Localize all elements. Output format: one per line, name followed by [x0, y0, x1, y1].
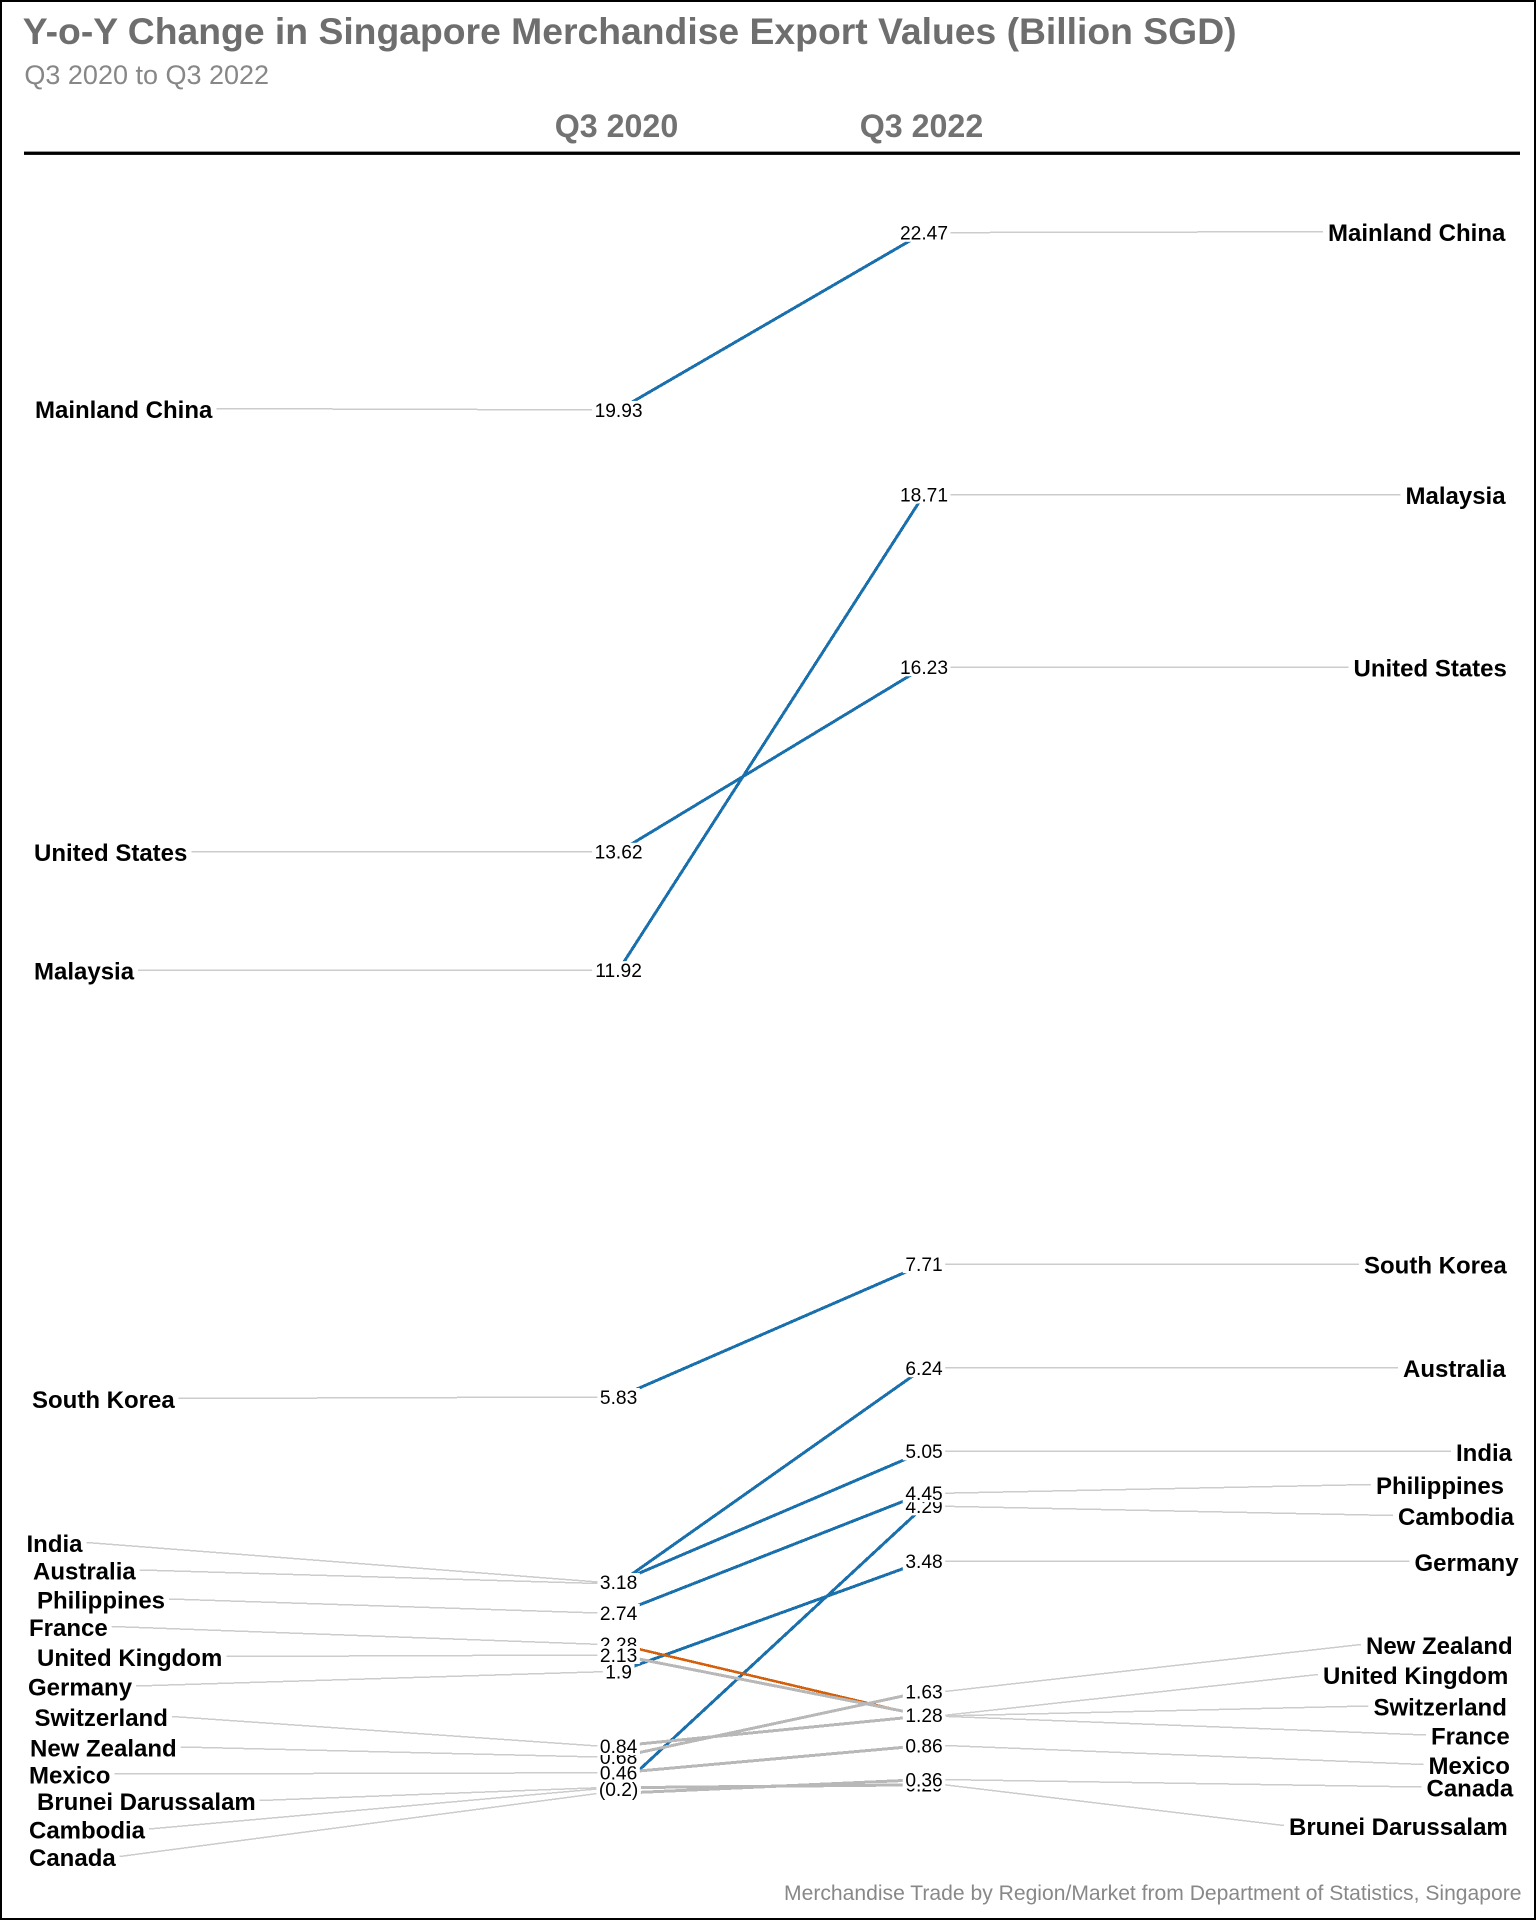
- svg-text:United States: United States: [34, 840, 187, 867]
- svg-text:Q3 2020: Q3 2020: [555, 108, 679, 144]
- svg-text:Philippines: Philippines: [1376, 1473, 1504, 1500]
- svg-text:0.84: 0.84: [600, 1737, 638, 1758]
- svg-text:Canada: Canada: [29, 1845, 116, 1872]
- svg-text:3.18: 3.18: [600, 1573, 637, 1594]
- svg-text:19.93: 19.93: [595, 401, 643, 422]
- svg-text:Brunei Darussalam: Brunei Darussalam: [37, 1789, 256, 1816]
- svg-text:16.23: 16.23: [900, 658, 948, 679]
- svg-text:Malaysia: Malaysia: [34, 959, 135, 986]
- svg-text:11.92: 11.92: [595, 961, 642, 982]
- svg-text:0.36: 0.36: [905, 1771, 942, 1792]
- svg-text:Q3 2020 to Q3 2022: Q3 2020 to Q3 2022: [24, 60, 269, 90]
- svg-text:South Korea: South Korea: [32, 1387, 175, 1414]
- svg-text:18.71: 18.71: [900, 485, 948, 506]
- svg-text:2.13: 2.13: [600, 1646, 637, 1667]
- svg-text:United Kingdom: United Kingdom: [37, 1645, 222, 1672]
- svg-text:New Zealand: New Zealand: [1366, 1633, 1513, 1660]
- svg-text:1.63: 1.63: [905, 1682, 942, 1703]
- svg-text:Australia: Australia: [1403, 1356, 1506, 1383]
- svg-text:1.28: 1.28: [905, 1706, 942, 1727]
- svg-text:France: France: [1431, 1723, 1510, 1750]
- svg-text:France: France: [29, 1615, 108, 1642]
- svg-text:Cambodia: Cambodia: [29, 1817, 146, 1844]
- svg-text:New Zealand: New Zealand: [30, 1735, 177, 1762]
- svg-text:5.05: 5.05: [905, 1442, 942, 1463]
- svg-text:Mexico: Mexico: [1429, 1753, 1510, 1780]
- svg-text:India: India: [1456, 1440, 1513, 1467]
- svg-text:Cambodia: Cambodia: [1398, 1504, 1515, 1531]
- svg-text:United Kingdom: United Kingdom: [1323, 1663, 1508, 1690]
- svg-text:Malaysia: Malaysia: [1406, 483, 1507, 510]
- svg-text:22.47: 22.47: [900, 224, 948, 245]
- svg-text:Germany: Germany: [28, 1674, 133, 1701]
- svg-text:Germany: Germany: [1415, 1550, 1520, 1577]
- svg-text:Mainland China: Mainland China: [1328, 220, 1506, 247]
- svg-text:United States: United States: [1354, 655, 1507, 682]
- svg-text:Australia: Australia: [33, 1558, 136, 1585]
- svg-text:Switzerland: Switzerland: [1374, 1694, 1507, 1721]
- svg-text:6.24: 6.24: [905, 1359, 943, 1380]
- svg-text:3.48: 3.48: [905, 1552, 942, 1573]
- svg-text:India: India: [27, 1531, 84, 1558]
- svg-text:5.83: 5.83: [600, 1388, 637, 1409]
- svg-text:13.62: 13.62: [595, 843, 643, 864]
- svg-text:Q3 2022: Q3 2022: [860, 108, 984, 144]
- svg-text:Mainland China: Mainland China: [35, 397, 213, 424]
- svg-text:2.74: 2.74: [600, 1604, 638, 1625]
- svg-text:0.86: 0.86: [905, 1736, 942, 1757]
- svg-text:7.71: 7.71: [905, 1255, 942, 1276]
- svg-text:Merchandise Trade by Region/Ma: Merchandise Trade by Region/Market from …: [784, 1882, 1521, 1905]
- svg-text:Brunei Darussalam: Brunei Darussalam: [1289, 1814, 1508, 1841]
- svg-text:Y-o-Y Change in Singapore Merc: Y-o-Y Change in Singapore Merchandise Ex…: [23, 10, 1237, 52]
- svg-text:South Korea: South Korea: [1364, 1253, 1507, 1280]
- svg-text:Switzerland: Switzerland: [35, 1705, 168, 1732]
- svg-text:Mexico: Mexico: [29, 1762, 110, 1789]
- svg-text:Philippines: Philippines: [37, 1587, 165, 1614]
- svg-text:4.45: 4.45: [905, 1484, 942, 1505]
